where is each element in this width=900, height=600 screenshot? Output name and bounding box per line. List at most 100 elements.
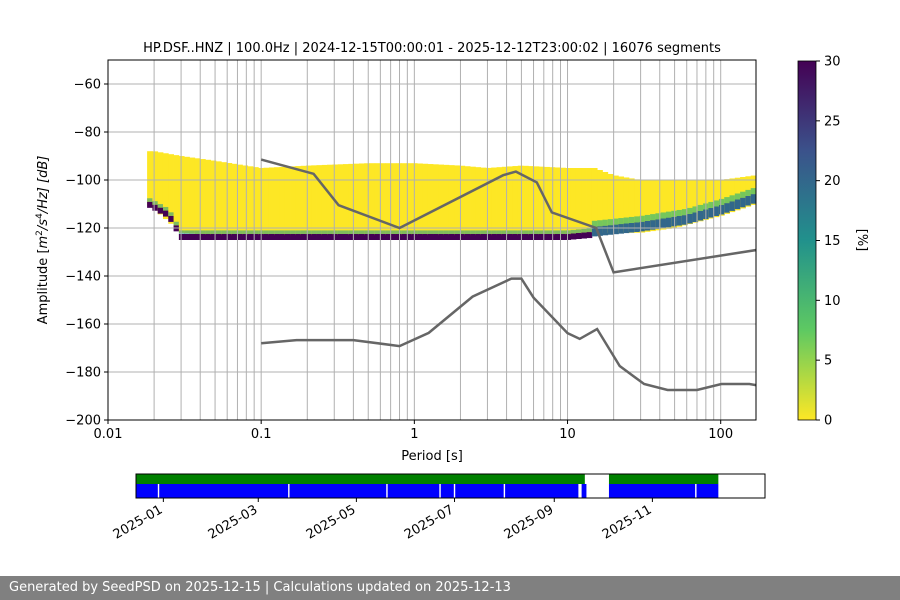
density-column (147, 151, 153, 206)
timeline-tick-label: 2025-05 (304, 502, 359, 542)
data-bar (581, 484, 587, 498)
density-ridge-cell (390, 234, 397, 240)
plot-frame (107, 59, 757, 421)
density-ridge-cell (459, 234, 466, 240)
density-column (644, 180, 651, 232)
density-ridge-cell (157, 207, 164, 214)
data-gap (453, 484, 456, 498)
density-column (321, 164, 328, 236)
x-tick-label: 0.1 (251, 427, 272, 442)
density-column (724, 179, 730, 214)
density-ridge-cell (708, 207, 715, 218)
y-tick-label: −160 (65, 318, 101, 333)
density-ridge-cell (586, 232, 593, 239)
density-ridge-cell (295, 234, 302, 240)
density-ridge-cell (581, 232, 587, 239)
data-bar (608, 484, 719, 498)
density-ridge-cell (470, 234, 476, 240)
density-ridge-cell (533, 234, 540, 240)
data-gap (157, 484, 160, 498)
density-column (501, 166, 508, 236)
density-ridge-cell (231, 234, 238, 240)
density-ridge-cell (290, 234, 296, 240)
density-column (602, 171, 609, 233)
density-column (226, 163, 233, 236)
density-column (538, 166, 545, 236)
density-column (369, 163, 376, 236)
density-ridge-cell (745, 195, 752, 206)
density-ridge-cell (724, 203, 730, 213)
density-ridge-cell (268, 234, 275, 240)
x-axis-label: Period [s] (401, 449, 463, 464)
density-column (263, 167, 270, 236)
density-column (268, 167, 275, 236)
density-column (189, 157, 196, 234)
data-gap (503, 484, 506, 498)
density-ridge-cell (406, 234, 413, 240)
density-ridge-cell (263, 234, 270, 240)
density-ridge-cell (644, 220, 651, 231)
density-column (406, 163, 413, 236)
density-column (194, 158, 201, 234)
density-column (327, 164, 333, 236)
density-column (168, 154, 174, 224)
density-ridge-cell (538, 234, 545, 240)
series-nhnm (260, 158, 756, 274)
timeline-tick-label: 2025-09 (502, 502, 557, 542)
density-ridge-cell (650, 220, 656, 230)
density-ridge-cell (321, 234, 328, 240)
density-ridge-cell (560, 234, 566, 240)
density-column (247, 166, 254, 236)
density-ridge-cell (152, 204, 159, 211)
density-column (348, 163, 354, 236)
density-column (237, 164, 243, 236)
density-ridge-cell (718, 204, 725, 215)
x-axis-ticks: 0.01 0.1 1 10 100 (94, 420, 733, 442)
density-ridge-cell (215, 234, 222, 240)
density-column (517, 165, 524, 236)
density-ridge-cell (655, 219, 662, 229)
density-ridge-cell (252, 234, 259, 240)
density-column (607, 173, 614, 233)
x-tick-label: 0.01 (94, 427, 123, 442)
density-column (613, 175, 619, 233)
density-column (687, 180, 693, 225)
density-ridge-cell (475, 234, 482, 240)
chart-title: HP.DSF..HNZ | 100.0Hz | 2024-12-15T00:00… (143, 41, 721, 56)
density-ridge-cell (364, 234, 370, 240)
density-column (634, 179, 640, 233)
colorbar-ticks: 0 5 10 15 20 25 30 (816, 55, 841, 429)
density-ridge-cell (221, 234, 227, 240)
density-column (215, 161, 222, 236)
density-ridge-cell (316, 234, 323, 240)
density-column (300, 165, 307, 236)
density-column (697, 180, 704, 222)
y-tick-label: −180 (65, 366, 101, 381)
density-column (178, 156, 185, 233)
density-ridge-cell (242, 234, 249, 240)
density-column (279, 166, 286, 236)
x-tick-label: 100 (708, 427, 733, 442)
density-column (311, 165, 317, 236)
data-gap (439, 484, 441, 498)
density-ridge-cell (734, 199, 741, 210)
density-ridge-cell (189, 234, 196, 240)
density-ridge-cell (427, 234, 434, 240)
density-ridge-cell (443, 234, 450, 240)
density-ridge-cell (385, 234, 392, 240)
colorbar-tick-label: 10 (824, 294, 841, 309)
density-column (639, 180, 646, 233)
timeline-tick-label: 2025-11 (600, 502, 655, 542)
density-ridge-cell (740, 197, 746, 208)
density-ridge-cell (369, 234, 376, 240)
density-ridge-cell (634, 222, 640, 232)
density-ridge-cell (713, 206, 720, 217)
y-axis-ticks: −200 −180 −160 −140 −120 −100 −80 −60 (65, 78, 108, 429)
density-ridge-cell (417, 234, 423, 240)
density-ridge-cell (194, 234, 201, 240)
density-column (252, 167, 259, 236)
density-column (692, 180, 699, 223)
density-column (528, 166, 535, 236)
density-ridge-cell (422, 234, 429, 240)
colorbar-tick-label: 20 (824, 174, 841, 189)
